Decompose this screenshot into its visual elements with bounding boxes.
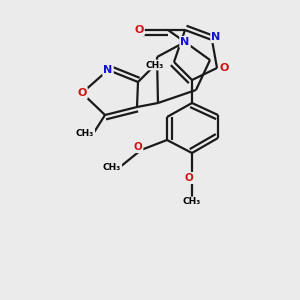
Text: O: O	[184, 173, 194, 183]
Text: O: O	[219, 63, 229, 73]
Text: O: O	[77, 88, 87, 98]
Text: N: N	[212, 32, 220, 42]
Text: CH₃: CH₃	[76, 130, 94, 139]
Text: CH₃: CH₃	[183, 197, 201, 206]
Text: CH₃: CH₃	[146, 61, 164, 70]
Text: N: N	[103, 65, 112, 75]
Text: N: N	[180, 37, 190, 47]
Text: O: O	[134, 142, 142, 152]
Text: CH₃: CH₃	[103, 163, 121, 172]
Text: O: O	[134, 25, 144, 35]
